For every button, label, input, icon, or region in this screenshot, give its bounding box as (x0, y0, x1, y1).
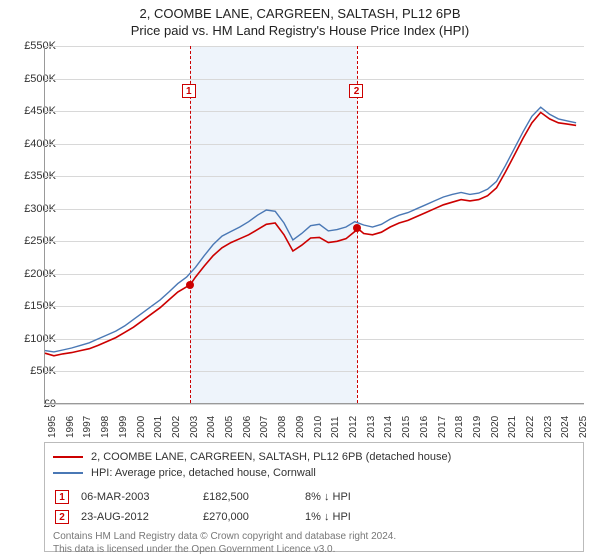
transaction-row: 2 23-AUG-2012 £270,000 1% ↓ HPI (53, 507, 575, 527)
chart-container: 2, COOMBE LANE, CARGREEN, SALTASH, PL12 … (0, 0, 600, 560)
title-block: 2, COOMBE LANE, CARGREEN, SALTASH, PL12 … (0, 0, 600, 40)
x-tick-label: 1996 (65, 416, 76, 438)
x-tick-label: 2016 (419, 416, 430, 438)
x-tick-label: 2007 (259, 416, 270, 438)
x-tick-label: 2009 (295, 416, 306, 438)
legend-swatch (53, 472, 83, 474)
x-tick-label: 2001 (153, 416, 164, 438)
transaction-date: 06-MAR-2003 (81, 491, 191, 503)
plot-region: 12 (45, 46, 584, 403)
x-tick-label: 2014 (383, 416, 394, 438)
transaction-delta: 8% ↓ HPI (305, 491, 575, 503)
title-line-2: Price paid vs. HM Land Registry's House … (0, 23, 600, 38)
x-tick-label: 2019 (472, 416, 483, 438)
x-tick-label: 2015 (401, 416, 412, 438)
x-tick-label: 2006 (242, 416, 253, 438)
x-tick-label: 2025 (578, 416, 589, 438)
x-tick-label: 2013 (366, 416, 377, 438)
transaction-date: 23-AUG-2012 (81, 511, 191, 523)
legend-label: 2, COOMBE LANE, CARGREEN, SALTASH, PL12 … (91, 451, 451, 463)
title-line-1: 2, COOMBE LANE, CARGREEN, SALTASH, PL12 … (0, 6, 600, 21)
x-tick-label: 2012 (348, 416, 359, 438)
transaction-price: £270,000 (203, 511, 293, 523)
x-tick-label: 2010 (313, 416, 324, 438)
transaction-badge-2: 2 (55, 510, 69, 524)
transaction-badge-1: 1 (55, 490, 69, 504)
x-tick-label: 2022 (525, 416, 536, 438)
x-tick-label: 2005 (224, 416, 235, 438)
series-line-hpi (45, 107, 576, 352)
x-tick-label: 2011 (330, 416, 341, 438)
x-tick-label: 1997 (82, 416, 93, 438)
x-tick-label: 1998 (100, 416, 111, 438)
legend-label: HPI: Average price, detached house, Corn… (91, 467, 316, 479)
x-tick-label: 2017 (437, 416, 448, 438)
legend-row: 2, COOMBE LANE, CARGREEN, SALTASH, PL12 … (53, 449, 575, 465)
x-tick-label: 2002 (171, 416, 182, 438)
footer-line-2: This data is licensed under the Open Gov… (53, 544, 575, 557)
transaction-delta: 1% ↓ HPI (305, 511, 575, 523)
series-line-property (45, 112, 576, 355)
data-point-2 (353, 224, 361, 232)
x-tick-label: 2021 (507, 416, 518, 438)
footer-line-1: Contains HM Land Registry data © Crown c… (53, 531, 575, 544)
plot-area: 12 (44, 46, 584, 404)
transactions-table: 1 06-MAR-2003 £182,500 8% ↓ HPI 2 23-AUG-2012… (53, 487, 575, 527)
x-tick-label: 2018 (454, 416, 465, 438)
x-tick-label: 2003 (189, 416, 200, 438)
legend-row: HPI: Average price, detached house, Corn… (53, 465, 575, 481)
x-tick-label: 1999 (118, 416, 129, 438)
legend-swatch (53, 456, 83, 458)
series-svg (45, 46, 585, 404)
x-tick-label: 1995 (47, 416, 58, 438)
x-tick-label: 2004 (206, 416, 217, 438)
gridline-h (45, 404, 584, 405)
x-tick-label: 2000 (136, 416, 147, 438)
x-tick-label: 2023 (543, 416, 554, 438)
legend-box: 2, COOMBE LANE, CARGREEN, SALTASH, PL12 … (44, 442, 584, 552)
x-tick-label: 2008 (277, 416, 288, 438)
footer-note: Contains HM Land Registry data © Crown c… (53, 531, 575, 556)
transaction-price: £182,500 (203, 491, 293, 503)
x-tick-label: 2024 (560, 416, 571, 438)
transaction-row: 1 06-MAR-2003 £182,500 8% ↓ HPI (53, 487, 575, 507)
legend-series-list: 2, COOMBE LANE, CARGREEN, SALTASH, PL12 … (53, 449, 575, 481)
data-point-1 (186, 281, 194, 289)
x-tick-label: 2020 (490, 416, 501, 438)
